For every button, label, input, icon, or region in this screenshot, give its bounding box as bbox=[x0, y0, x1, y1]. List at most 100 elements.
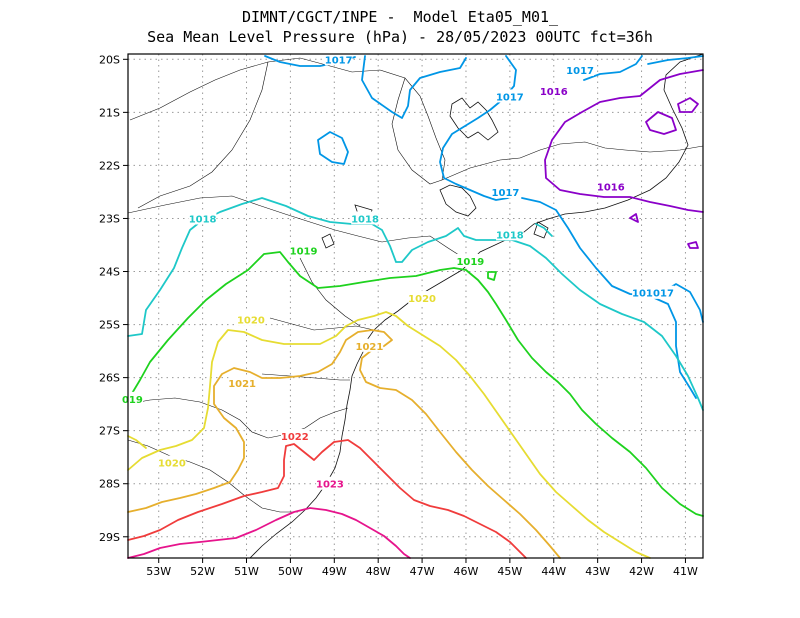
x-tick-label: 48W bbox=[366, 565, 391, 578]
isobar-1020 bbox=[127, 311, 651, 559]
isobar-label-1020: 1020 bbox=[158, 459, 186, 470]
state-border bbox=[391, 77, 521, 185]
isobar-label-bg bbox=[228, 375, 256, 389]
isobar-1020 bbox=[127, 435, 147, 449]
isobar-label-bg bbox=[121, 391, 143, 405]
isobar-label-bg bbox=[316, 476, 344, 490]
isobar-label-bg bbox=[632, 285, 660, 299]
isobar-1018 bbox=[127, 197, 704, 411]
isobar-label-1017: 1017 bbox=[496, 92, 524, 103]
isobar-label-bg bbox=[188, 211, 217, 225]
isobar-label-bg bbox=[496, 89, 524, 103]
x-tick-label: 51W bbox=[234, 565, 259, 578]
grid-lines bbox=[128, 54, 703, 558]
isobar-label-1019: 1019 bbox=[290, 246, 318, 257]
isobar-1023 bbox=[127, 507, 411, 559]
y-tick-label: 24S bbox=[99, 266, 120, 279]
y-axis: 20S 21S 22S 23S 24S 25S 26S 27S 28S 29S bbox=[99, 53, 128, 544]
x-tick-label: 41W bbox=[673, 565, 698, 578]
isobar-1019 bbox=[127, 251, 704, 517]
country-border bbox=[127, 397, 349, 439]
state-border bbox=[129, 57, 446, 181]
isobar-label-1021: 1021 bbox=[355, 342, 383, 353]
y-tick-label: 21S bbox=[99, 106, 120, 119]
isobar-label-bg bbox=[652, 285, 675, 299]
map-basemap bbox=[127, 53, 704, 559]
state-border bbox=[299, 257, 361, 327]
country-border bbox=[127, 439, 298, 513]
x-tick-label: 50W bbox=[278, 565, 303, 578]
isobar-label-1017: 1017 bbox=[632, 289, 660, 300]
isobar-1017 bbox=[317, 131, 349, 165]
isobar-1016 bbox=[629, 213, 639, 223]
isobar-label-1020: 1020 bbox=[237, 315, 265, 326]
x-tick-label: 53W bbox=[146, 565, 171, 578]
coastline bbox=[249, 53, 704, 559]
isobar-label-bg bbox=[456, 253, 485, 267]
chart-title-line2: Sea Mean Level Pressure (hPa) - 28/05/20… bbox=[147, 28, 653, 46]
coastline-detail bbox=[439, 184, 477, 217]
isobar-label-bg bbox=[351, 211, 379, 225]
x-tick-label: 42W bbox=[629, 565, 654, 578]
isobar-label-bg bbox=[566, 62, 594, 76]
isobar-label-1019: 019 bbox=[122, 395, 143, 406]
x-tick-label: 47W bbox=[410, 565, 435, 578]
y-tick-label: 22S bbox=[99, 159, 120, 172]
isobar-1016 bbox=[645, 111, 677, 135]
isobar-label-bg bbox=[597, 179, 625, 193]
isobar-label-1016: 1016 bbox=[597, 183, 625, 194]
isobar-label-bg bbox=[237, 312, 265, 326]
state-border bbox=[127, 195, 471, 263]
x-tick-label: 44W bbox=[541, 565, 566, 578]
isobar-1017 bbox=[361, 55, 467, 119]
isobar-label-bg bbox=[496, 227, 524, 241]
state-border bbox=[137, 61, 269, 209]
isobar-label-1017: 1017 bbox=[492, 188, 520, 199]
isobar-label-bg bbox=[491, 184, 520, 198]
isobar-label-bg bbox=[539, 84, 568, 98]
isobar-label-bg bbox=[289, 243, 318, 257]
y-tick-label: 28S bbox=[99, 478, 120, 491]
chart-title-line1: DIMNT/CGCT/INPE - Model Eta05_M01_ bbox=[242, 8, 559, 26]
x-tick-label: 45W bbox=[497, 565, 522, 578]
isobar-label-bg bbox=[158, 455, 186, 469]
isobar-label-1017: 1017 bbox=[566, 66, 594, 77]
coastline-detail bbox=[533, 221, 549, 239]
isobar-label-1019: 1019 bbox=[456, 257, 484, 268]
isobar-label-1018: 1018 bbox=[351, 214, 379, 225]
y-tick-label: 23S bbox=[99, 212, 120, 225]
x-tick-label: 46W bbox=[454, 565, 479, 578]
x-tick-label: 49W bbox=[322, 565, 347, 578]
isobar-label-1018: 1018 bbox=[189, 214, 217, 225]
y-tick-label: 20S bbox=[99, 53, 120, 66]
plot-frame bbox=[127, 53, 704, 559]
isobar-label-1018: 1018 bbox=[496, 230, 524, 241]
isobar-label-bg bbox=[324, 52, 353, 66]
x-axis: 53W 52W 51W 50W 49W 48W 47W 46W 45W 44W 43W 42W 41W bbox=[146, 558, 698, 578]
isobar-label-1017: 017 bbox=[653, 289, 674, 300]
isobar-1021 bbox=[127, 329, 561, 559]
state-border bbox=[269, 317, 375, 331]
isobar-1017 bbox=[439, 55, 517, 201]
isobar-1022 bbox=[127, 439, 527, 559]
coastline-detail bbox=[321, 233, 335, 249]
y-tick-label: 26S bbox=[99, 372, 120, 385]
isobar-1016 bbox=[677, 97, 699, 113]
state-border bbox=[519, 141, 704, 159]
x-tick-label: 52W bbox=[190, 565, 215, 578]
isobar-1019 bbox=[487, 271, 497, 281]
isobar-label-1017: 1017 bbox=[325, 55, 353, 66]
y-tick-label: 25S bbox=[99, 319, 120, 332]
isobar-label-1023: 1023 bbox=[316, 480, 344, 491]
isobar-1018 bbox=[535, 223, 553, 237]
isobar-label-bg bbox=[355, 338, 384, 352]
isobar-label-bg bbox=[280, 428, 309, 442]
state-border bbox=[261, 373, 350, 381]
isobar-label-1020: 1020 bbox=[408, 294, 436, 305]
isobar-label-bg bbox=[408, 291, 436, 305]
isobars bbox=[127, 55, 704, 559]
isobar-1017 bbox=[647, 55, 704, 65]
isobar-label-1021: 1021 bbox=[228, 379, 256, 390]
isobar-label-1016: 1016 bbox=[540, 87, 568, 98]
